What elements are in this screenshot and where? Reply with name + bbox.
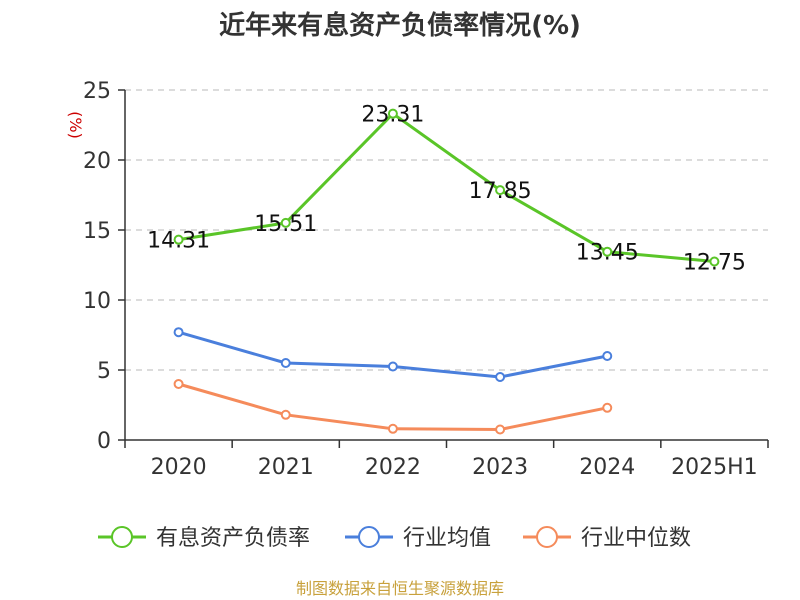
data-labels: 14.31 15.51 23.31 17.85 13.45 12.75 [147, 103, 746, 276]
series-2-point [495, 372, 506, 382]
x-tick-label: 2023 [472, 455, 528, 480]
series-1-point [173, 234, 184, 245]
y-axis-ticks: 0 5 10 15 20 25 [83, 79, 111, 454]
source-note: 制图数据来自恒生聚源数据库 [296, 579, 504, 598]
series-2-point [173, 327, 184, 338]
y-tick-label: 20 [83, 149, 111, 174]
legend-marker-2 [358, 526, 380, 548]
data-label: 15.51 [254, 212, 317, 237]
series-3-point [280, 409, 291, 420]
series-2-point [280, 358, 291, 368]
data-label: 23.31 [361, 103, 424, 128]
y-tick-label: 10 [83, 289, 111, 314]
chart-title: 近年来有息资产负债率情况(%) [219, 10, 581, 41]
y-tick-label: 5 [97, 359, 111, 384]
series-3-point [387, 423, 398, 434]
x-axis-ticks: 2020 2021 2022 2023 2024 2025H1 [151, 455, 758, 480]
data-label: 12.75 [683, 251, 746, 276]
grid-lines [125, 89, 768, 371]
legend-marker-3 [536, 526, 558, 548]
series-2-point [602, 351, 613, 361]
series-line-1 [178, 112, 715, 263]
x-tick-label: 2025H1 [671, 455, 758, 480]
series-line-3 [178, 382, 608, 431]
y-axis-unit: (%) [66, 111, 85, 139]
series-1-point [495, 185, 506, 196]
data-label: 14.31 [147, 229, 210, 254]
legend-marker-1 [111, 526, 133, 548]
y-tick-label: 15 [83, 219, 111, 244]
series-3-point [602, 402, 613, 413]
data-label: 17.85 [469, 179, 532, 204]
series-1-point [387, 108, 398, 119]
data-label: 13.45 [576, 241, 639, 266]
x-tick-label: 2022 [365, 455, 421, 480]
series-1-point [602, 246, 613, 257]
legend-label-1: 有息资产负债率 [156, 526, 310, 551]
y-tick-label: 25 [83, 79, 111, 104]
x-tick-label: 2021 [258, 455, 314, 480]
series-1-point [709, 256, 720, 267]
series-group [173, 108, 720, 435]
y-tick-label: 0 [97, 429, 111, 454]
legend-label-2: 行业均值 [403, 526, 491, 551]
legend-label-3: 行业中位数 [581, 526, 691, 551]
legend: 有息资产负债率 行业均值 行业中位数 [98, 526, 691, 551]
series-2-point [387, 361, 398, 372]
series-3-point [495, 424, 506, 435]
x-tick-label: 2020 [151, 455, 207, 480]
series-1-point [280, 217, 291, 228]
axes [118, 89, 769, 448]
x-tick-label: 2024 [579, 455, 635, 480]
series-3-point [173, 379, 184, 389]
